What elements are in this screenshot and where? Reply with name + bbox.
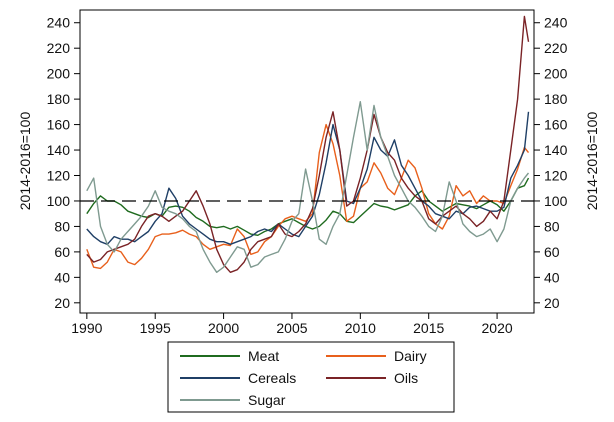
y-axis-left: 20 40 60 80 100 120 140 160 180 200 220 240 [47,15,80,311]
legend-label-meat: Meat [248,348,279,364]
legend-label-sugar: Sugar [248,392,286,408]
y-tick-label-left: 140 [47,142,71,158]
y-tick-label-left: 40 [54,269,70,285]
y-axis-title-left: 2014-2016=100 [17,112,33,211]
series-line-oils [86,15,530,273]
y-tick-label-right: 140 [544,142,568,158]
y-tick-label-left: 240 [47,15,71,31]
y-tick-label-right: 60 [544,244,560,260]
y-tick-label-right: 200 [544,66,568,82]
y-tick-label-left: 60 [54,244,70,260]
y-tick-label-right: 160 [544,117,568,133]
y-tick-label-left: 20 [54,295,70,311]
y-tick-label-left: 180 [47,91,71,107]
series-line-meat [86,177,530,237]
y-axis-right: 20 40 60 80 100 120 140 160 180 200 220 240 [534,15,568,311]
y-tick-label-right: 120 [544,168,568,184]
y-tick-label-left: 100 [47,193,71,209]
y-axis-title-right: 2014-2016=100 [584,112,600,211]
y-tick-label-right: 40 [544,269,560,285]
y-tick-label-left: 120 [47,168,71,184]
plot-frame [79,9,535,314]
y-tick-label-left: 200 [47,66,71,82]
y-tick-label-right: 20 [544,295,560,311]
x-tick-label: 2020 [482,320,513,336]
x-tick-label: 2000 [208,320,239,336]
y-tick-label-left: 220 [47,40,71,56]
y-tick-label-right: 240 [544,15,568,31]
x-tick-label: 2005 [276,320,307,336]
y-tick-label-left: 80 [54,218,70,234]
legend-label-dairy: Dairy [394,348,427,364]
x-tick-label: 1990 [71,320,102,336]
y-tick-label-right: 80 [544,218,560,234]
y-tick-label-right: 220 [544,40,568,56]
series-layer [86,15,530,273]
y-tick-label-right: 180 [544,91,568,107]
x-tick-label: 2010 [345,320,376,336]
legend-label-cereals: Cereals [248,370,296,386]
x-axis: 1990 1995 2000 2005 2010 2015 2020 [71,313,513,336]
legend-label-oils: Oils [394,370,418,386]
x-tick-label: 2015 [413,320,444,336]
legend: Meat Dairy Cereals Oils Sugar [167,341,455,413]
x-tick-label: 1995 [140,320,171,336]
series-line-cereals [86,111,530,246]
series-line-sugar [86,100,530,273]
y-tick-label-right: 100 [544,193,568,209]
y-tick-label-left: 160 [47,117,71,133]
